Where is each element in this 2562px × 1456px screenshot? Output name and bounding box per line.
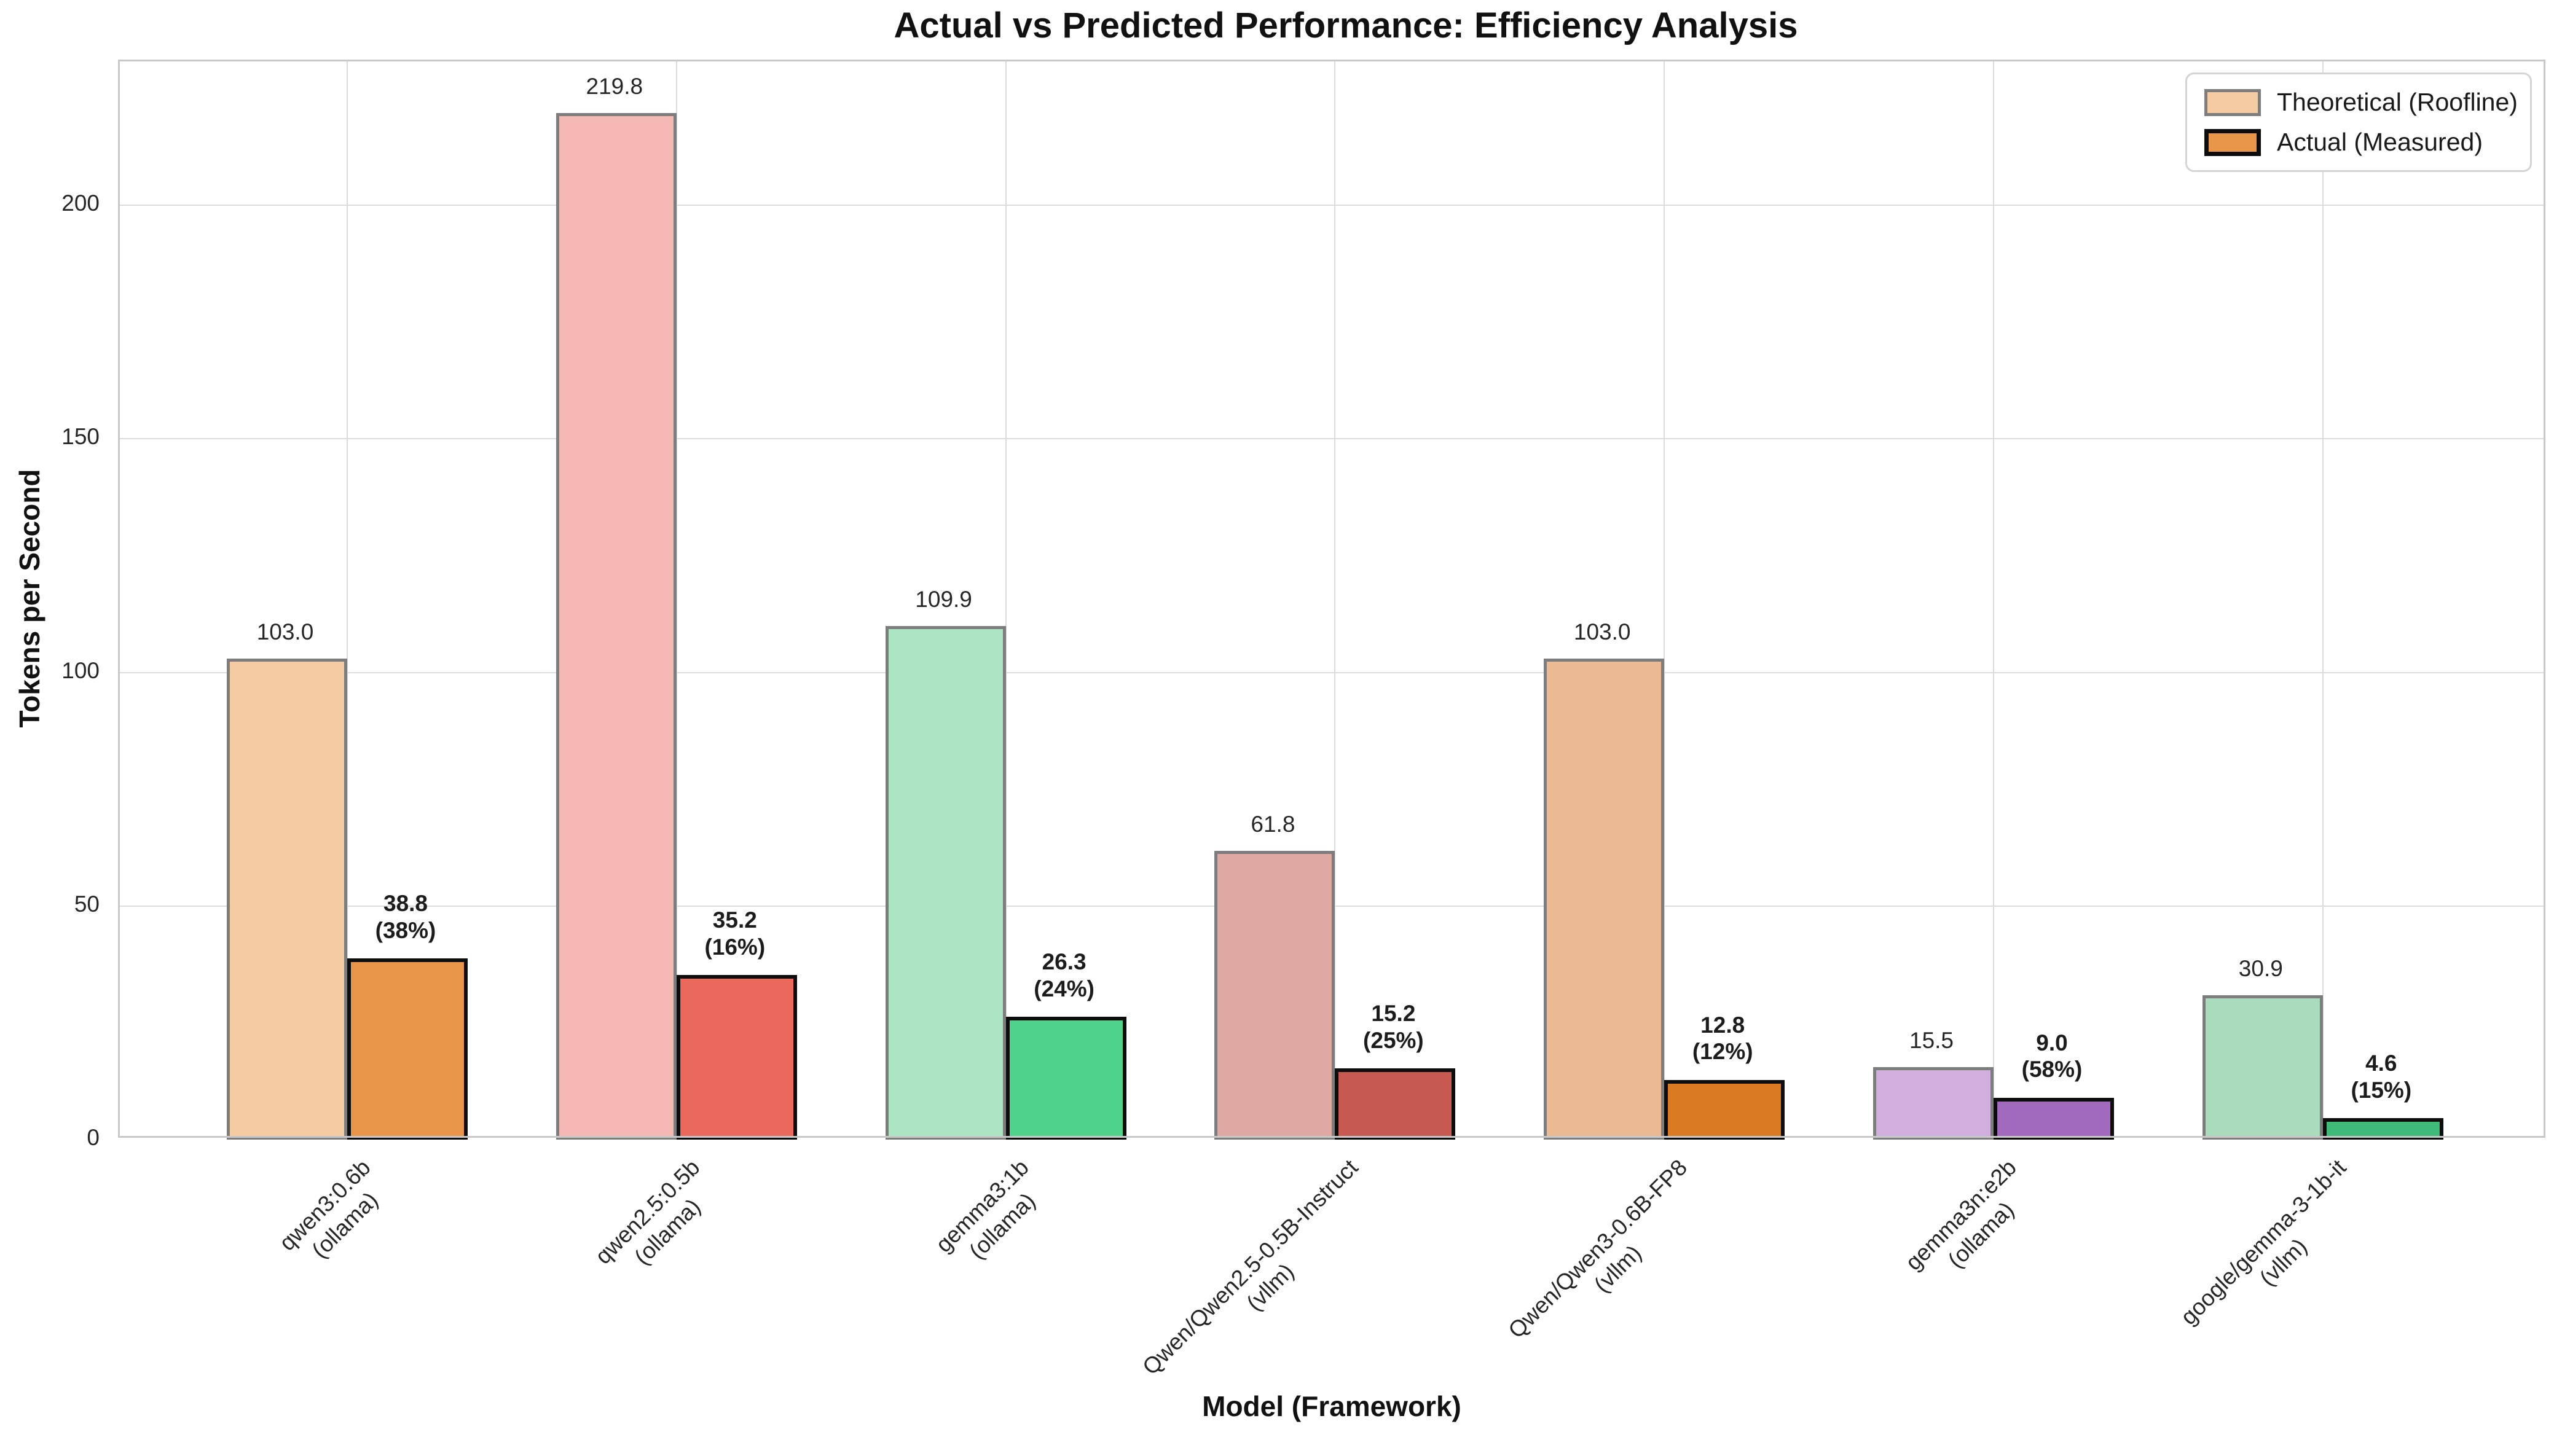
y-axis-label: Tokens per Second — [14, 469, 45, 728]
x-gridline — [1005, 61, 1007, 1136]
theoretical-bar — [556, 112, 677, 1140]
theoretical-value-label: 61.8 — [1251, 812, 1295, 837]
theoretical-value-label: 103.0 — [1573, 619, 1631, 644]
legend-row-theoretical: Theoretical (Roofline) — [2204, 88, 2518, 117]
x-gridline — [1993, 61, 1994, 1136]
x-gridline — [1664, 61, 1665, 1136]
legend-label-actual: Actual (Measured) — [2277, 128, 2483, 156]
y-tick-label: 200 — [61, 190, 100, 216]
x-gridline — [1334, 61, 1336, 1136]
y-tick-label: 0 — [87, 1125, 100, 1150]
y-gridline — [120, 671, 2544, 673]
theoretical-value-label: 15.5 — [1909, 1028, 1954, 1054]
actual-value-label: 15.2 (25%) — [1363, 1001, 1424, 1054]
actual-bar — [347, 958, 468, 1140]
y-tick-label: 50 — [74, 891, 100, 917]
x-tick-label-text: google/gemma-3-1b-it (vllm) — [2175, 1154, 2351, 1330]
actual-value-label: 38.8 (38%) — [375, 890, 436, 943]
theoretical-value-label: 109.9 — [915, 587, 972, 613]
y-tick-label: 150 — [61, 424, 100, 450]
theoretical-bar — [1873, 1067, 1994, 1140]
actual-swatch-icon — [2204, 128, 2261, 156]
y-gridline — [120, 438, 2544, 440]
x-axis-label: Model (Framework) — [1202, 1390, 1461, 1422]
actual-bar — [1994, 1097, 2114, 1140]
actual-bar — [1335, 1068, 1456, 1140]
x-tick-label: google/gemma-3-1b-it (vllm) — [1946, 1154, 2351, 1329]
actual-bar — [676, 975, 797, 1140]
legend-row-actual: Actual (Measured) — [2204, 128, 2513, 157]
theoretical-bar — [227, 658, 347, 1140]
theoretical-value-label: 30.9 — [2238, 956, 2283, 982]
plot-area — [118, 60, 2545, 1140]
legend: Theoretical (Roofline) Actual (Measured) — [2185, 72, 2532, 172]
actual-value-label: 4.6 (15%) — [2351, 1051, 2412, 1103]
actual-value-label: 9.0 (58%) — [2021, 1030, 2083, 1082]
x-tick-label: gemma3:1b (ollama) — [629, 1154, 1040, 1264]
y-gridline — [120, 205, 2544, 206]
theoretical-bar — [1544, 658, 1665, 1140]
x-gridline — [347, 61, 348, 1136]
theoretical-bar — [885, 626, 1006, 1140]
x-tick-label: qwen2.5:0.5b (ollama) — [300, 1154, 705, 1270]
actual-value-label: 35.2 (16%) — [704, 907, 766, 960]
x-gridline — [675, 61, 677, 1136]
actual-bar — [1005, 1017, 1126, 1140]
x-gridline — [2322, 61, 2324, 1136]
actual-bar — [1664, 1079, 1785, 1140]
actual-value-label: 26.3 (24%) — [1034, 949, 1094, 1001]
y-tick-label: 100 — [61, 657, 100, 683]
theoretical-swatch-icon — [2204, 88, 2261, 116]
x-tick-label: Qwen/Qwen3-0.6B-FP8 (vllm) — [1287, 1154, 1692, 1343]
actual-value-label: 12.8 (12%) — [1692, 1012, 1753, 1065]
theoretical-bar — [1214, 851, 1335, 1140]
theoretical-value-label: 103.0 — [256, 619, 314, 644]
legend-label-theoretical: Theoretical (Roofline) — [2277, 88, 2518, 116]
chart-title: Actual vs Predicted Performance: Efficie… — [894, 6, 1798, 45]
x-axis-baseline — [118, 1136, 2545, 1138]
theoretical-bar — [2202, 995, 2323, 1140]
x-tick-label: gemma3n:e2b (ollama) — [1617, 1154, 2021, 1275]
theoretical-value-label: 219.8 — [586, 73, 643, 99]
x-tick-label: Qwen/Qwen2.5-0.5B-Instruct (vllm) — [958, 1154, 1362, 1379]
